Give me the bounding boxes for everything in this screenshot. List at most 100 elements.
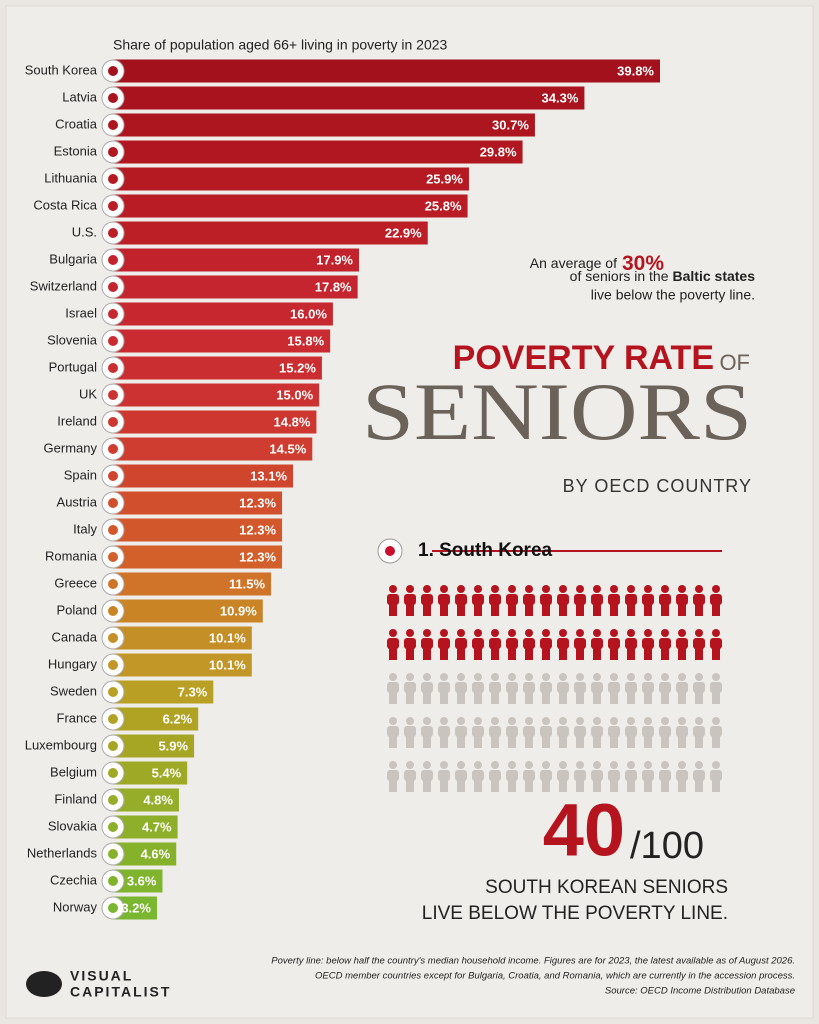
category-label: Sweden [50,683,97,698]
category-label: Ireland [57,413,97,428]
value-label: 3.6% [127,873,157,888]
person-body [540,770,552,781]
bar [113,221,428,245]
note: OECD member countries except for Bulgari… [315,971,795,982]
flag-mark [108,552,118,562]
bar [113,734,195,758]
person-body [455,726,467,737]
person-head [525,585,533,593]
value-label: 10.1% [209,657,246,672]
person-legs [576,692,584,704]
person-body [574,638,586,649]
person-icon [693,629,705,660]
person-head [661,585,669,593]
person-icon [608,761,620,792]
person-body [591,638,603,649]
person-icon [387,717,399,748]
person-legs [508,780,516,792]
person-icon [591,761,603,792]
person-icon [659,629,671,660]
person-icon [710,629,722,660]
person-legs [440,604,448,616]
person-head [508,629,516,637]
bar [113,329,331,353]
value-label: 16.0% [290,306,327,321]
person-icon [489,717,501,748]
person-legs [695,692,703,704]
person-body [591,726,603,737]
person-body [693,638,705,649]
person-legs [644,736,652,748]
person-head [661,629,669,637]
person-body [438,594,450,605]
person-head [627,585,635,593]
category-label: Germany [44,440,98,455]
person-legs [576,780,584,792]
value-label: 25.9% [426,171,463,186]
person-icon [540,629,552,660]
person-icon [693,673,705,704]
bar [113,59,660,83]
person-body [472,638,484,649]
person-icon [523,629,535,660]
annotation-text: An average of [530,255,617,271]
title-part2: OF [719,350,750,375]
person-head [542,717,550,725]
person-legs [712,648,720,660]
person-legs [423,736,431,748]
person-legs [542,780,550,792]
person-legs [457,648,465,660]
person-icon [472,673,484,704]
person-body [574,594,586,605]
bar [113,626,252,650]
value-label: 10.9% [220,603,257,618]
person-head [474,585,482,593]
person-icon [404,585,416,616]
person-legs [406,780,414,792]
person-icon [421,629,433,660]
flag-mark [108,417,118,427]
person-icon [574,761,586,792]
person-body [523,682,535,693]
person-head [559,673,567,681]
value-label: 12.3% [239,549,276,564]
person-body [472,682,484,693]
person-body [608,682,620,693]
person-body [540,682,552,693]
category-label: Slovakia [48,818,98,833]
person-head [525,629,533,637]
person-body [404,594,416,605]
category-label: Finland [54,791,97,806]
person-body [676,594,688,605]
person-icon [557,761,569,792]
person-head [576,673,584,681]
person-head [525,717,533,725]
person-icon [455,629,467,660]
person-legs [661,692,669,704]
person-body [642,726,654,737]
person-head [389,673,397,681]
person-body [608,726,620,737]
bar [113,167,469,191]
person-head [644,673,652,681]
person-body [693,770,705,781]
person-icon [693,761,705,792]
person-icon [455,761,467,792]
person-body [625,638,637,649]
callout-count: 40 [543,789,625,872]
person-head [678,761,686,769]
person-body [591,594,603,605]
flag-mark [108,525,118,535]
person-body [506,770,518,781]
person-head [593,673,601,681]
person-head [457,629,465,637]
value-label: 17.8% [315,279,352,294]
person-head [593,629,601,637]
person-icon [625,585,637,616]
person-head [440,629,448,637]
person-head [525,673,533,681]
person-legs [712,780,720,792]
person-legs [610,692,618,704]
person-legs [712,692,720,704]
person-legs [559,692,567,704]
